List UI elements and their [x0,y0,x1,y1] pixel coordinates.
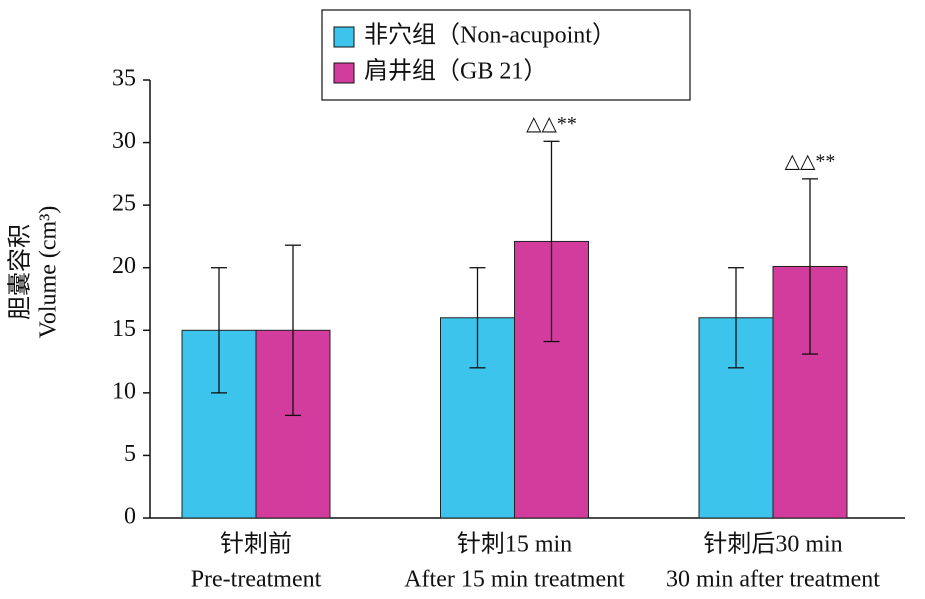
x-tick-label: 针刺前 [220,531,292,558]
y-tick-label: 20 [112,253,136,279]
y-tick-label: 0 [124,504,136,530]
x-tick-label-en: 30 min after treatment [666,567,880,593]
x-tick-label: 针刺15 min [457,531,572,558]
annotation: △△** [785,150,836,172]
y-tick-label: 30 [112,128,136,154]
y-tick-label: 10 [112,378,136,404]
y-tick-label: 5 [124,441,136,467]
y-axis-label: 胆囊容积 [7,224,34,320]
y-tick-label: 35 [112,66,136,92]
y-tick-label: 25 [112,191,136,217]
y-tick-label: 15 [112,316,136,342]
annotation: △△** [526,113,577,135]
y-axis-label: Volume (cm³) [36,206,62,339]
legend-label: 非穴组（Non-acupoint） [364,22,616,49]
legend-swatch [333,26,355,48]
legend-swatch [333,62,355,84]
x-tick-label: 针刺后30 min [703,531,842,558]
x-tick-label-en: After 15 min treatment [404,567,625,593]
legend-label: 肩井组（GB 21） [364,58,547,85]
x-tick-label-en: Pre-treatment [191,567,322,593]
legend-box [321,9,691,101]
